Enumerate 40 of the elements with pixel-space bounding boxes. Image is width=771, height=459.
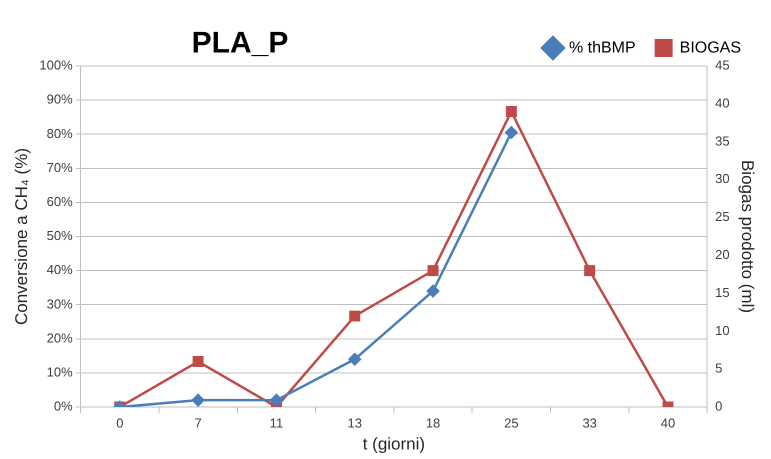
x-tick-label: 40 xyxy=(660,415,676,430)
y2-tick-label: 25 xyxy=(715,209,730,224)
y-tick-label: 20% xyxy=(46,330,74,346)
y2-axis-title: Biogas prodotto (ml) xyxy=(738,160,758,314)
y-tick-label: 0% xyxy=(54,398,74,414)
x-tick-label: 11 xyxy=(270,415,284,430)
y-tick-label: 10% xyxy=(46,364,74,380)
x-axis-title: t (giorni) xyxy=(362,434,426,454)
y2-tick-label: 35 xyxy=(715,133,730,148)
legend-label: % thBMP xyxy=(568,39,636,56)
x-tick-label: 25 xyxy=(504,415,519,430)
y2-tick-label: 40 xyxy=(715,95,730,110)
point xyxy=(426,284,440,298)
y-tick-label: 80% xyxy=(46,126,74,141)
x-tick-label: 13 xyxy=(348,415,362,430)
y2-tick-label: 0 xyxy=(715,398,722,414)
chart-title: PLA_P xyxy=(192,26,288,60)
y-tick-label: 60% xyxy=(46,194,74,209)
y-tick-label: 70% xyxy=(46,160,74,175)
y-tick-label: 100% xyxy=(39,58,74,73)
y2-tick-label: 15 xyxy=(715,284,730,300)
point xyxy=(348,353,361,366)
y-axis-title: Conversione a CH₄ (%) xyxy=(12,148,31,325)
legend-label: BIOGAS xyxy=(680,39,742,56)
y2-tick-label: 5 xyxy=(715,360,722,376)
x-tick-label: 33 xyxy=(582,415,597,430)
y-tick-label: 50% xyxy=(46,228,74,244)
x-tick-label: 7 xyxy=(194,415,202,430)
point xyxy=(270,394,283,406)
y2-tick-label: 10 xyxy=(715,322,730,338)
y2-tick-label: 45 xyxy=(715,58,730,73)
y-tick-label: 40% xyxy=(46,262,74,278)
y2-tick-label: 30 xyxy=(715,171,730,186)
y2-tick-label: 20 xyxy=(715,247,730,262)
point xyxy=(505,126,518,139)
x-tick-label: 18 xyxy=(426,415,440,430)
y-tick-label: 30% xyxy=(46,296,74,312)
point xyxy=(192,394,204,406)
y-tick-label: 90% xyxy=(46,92,74,107)
x-tick-label: 0 xyxy=(116,415,124,430)
